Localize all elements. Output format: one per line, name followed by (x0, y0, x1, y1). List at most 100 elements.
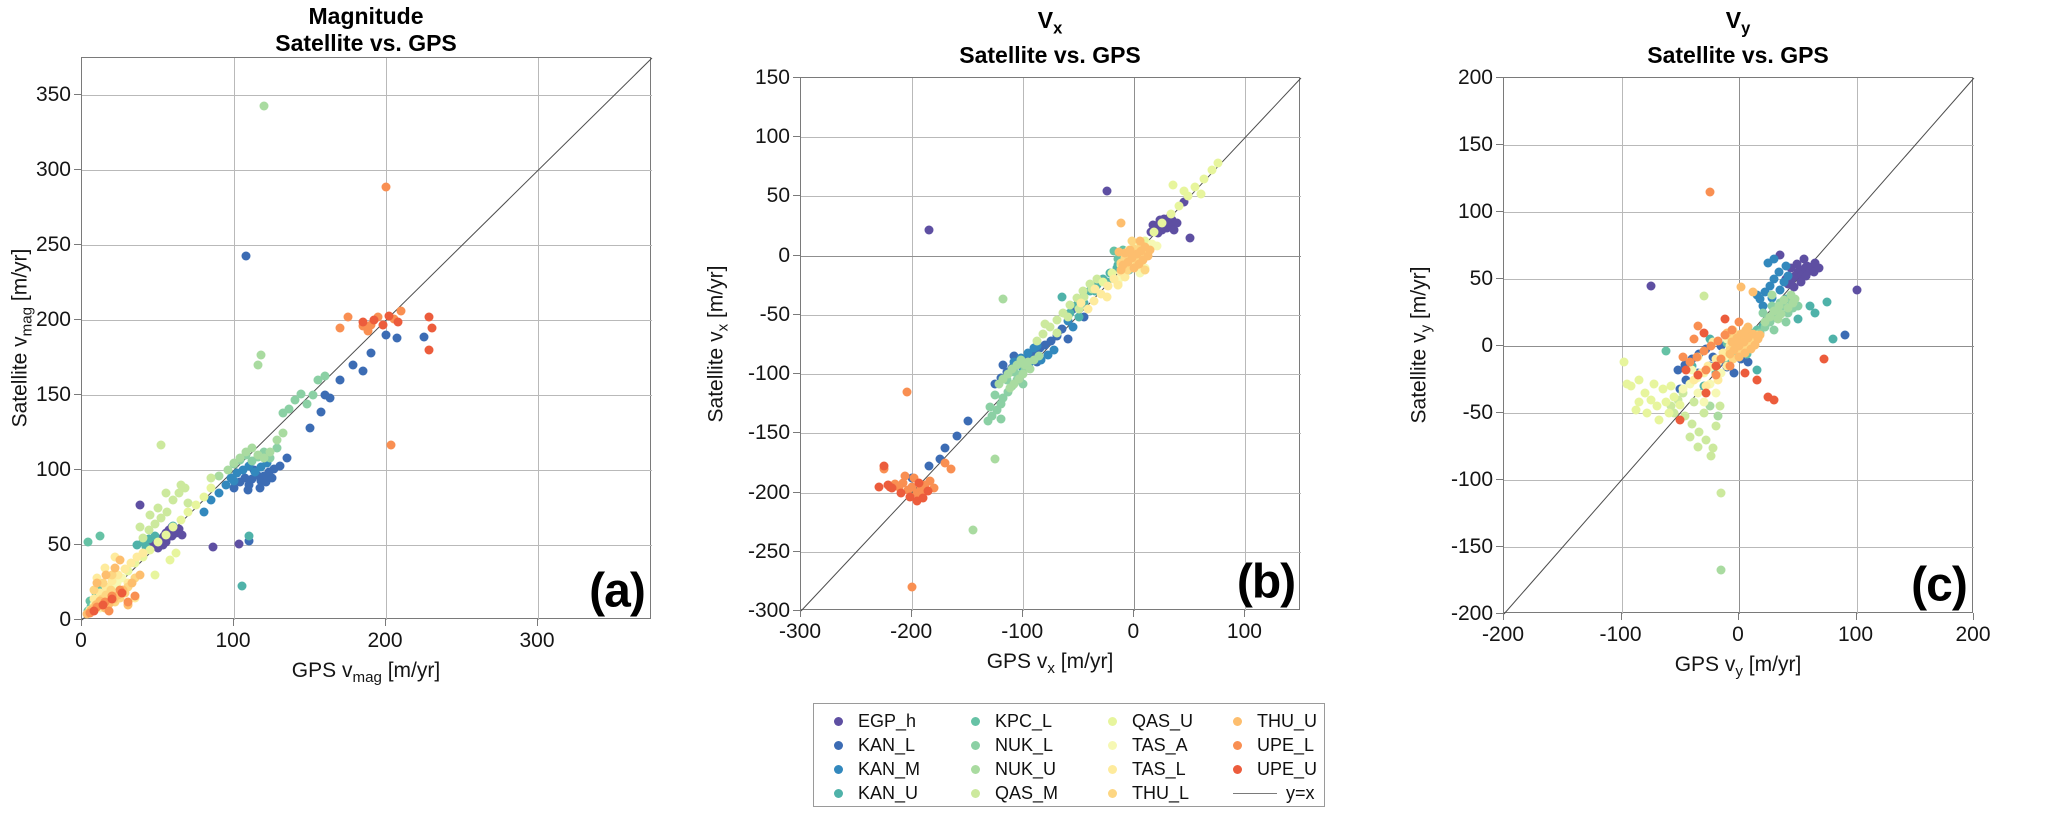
data-point-TAS_L (1113, 280, 1123, 290)
data-point-NUK_U (259, 101, 269, 111)
x-tick-200 (1973, 613, 1974, 620)
data-point-UPE_U (879, 461, 889, 471)
data-point-QAS_M (1065, 300, 1075, 310)
data-point-NUK_U (265, 447, 275, 457)
data-point-THU_U (104, 599, 114, 608)
data-point-EGP_h (177, 530, 187, 540)
data-point-THU_L (123, 582, 133, 592)
data-point-UPE_L (1711, 370, 1720, 380)
y-tick-300 (74, 169, 81, 171)
data-point-UPE_U (905, 492, 915, 502)
data-point-QAS_U (1213, 158, 1223, 168)
gridline-y-350 (82, 95, 652, 97)
data-point-TAS_L (101, 582, 111, 592)
data-point-QAS_M (176, 480, 186, 490)
data-point-TAS_A (1687, 365, 1697, 375)
gridline-x--100 (1023, 78, 1025, 611)
x-tick--100 (1022, 610, 1024, 617)
data-point-NUK_U (1029, 355, 1039, 365)
data-point-THU_U (1725, 349, 1735, 359)
data-point-THU_L (107, 570, 117, 580)
data-point-KAN_L (924, 461, 934, 471)
data-point-TAS_L (113, 570, 123, 580)
y-tick-label: 100 (754, 125, 790, 149)
data-point-EGP_h (1179, 197, 1189, 207)
legend-label: THU_U (1257, 710, 1318, 731)
data-point-UPE_U (923, 486, 933, 496)
data-point-UPE_L (373, 312, 383, 322)
y-tick--200 (793, 491, 800, 493)
legend-item-TAS_L: TAS_L (1108, 759, 1233, 780)
data-point-THU_U (1135, 236, 1145, 246)
data-point-UPE_U (1819, 354, 1829, 364)
gridline-y--150 (801, 433, 1301, 435)
data-point-NUK_U (223, 465, 233, 475)
data-point-KAN_M (1023, 348, 1033, 358)
x-axis-label-b: GPS vx [m/yr] (986, 650, 1114, 678)
data-point-UPE_L (902, 387, 912, 397)
data-point-NUK_U (253, 450, 263, 460)
y-tick-50 (793, 195, 800, 197)
data-point-KAN_L (1680, 360, 1690, 370)
legend-label: NUK_L (995, 734, 1054, 755)
data-point-KAN_L (366, 348, 376, 358)
data-point-EGP_h (1646, 281, 1656, 291)
data-point-UPE_U (896, 488, 906, 498)
data-point-QAS_U (191, 500, 201, 510)
data-point-EGP_h (1802, 261, 1812, 271)
chart-title-a: Magnitude Satellite vs. GPS (275, 3, 457, 56)
gridline-x-100 (1245, 78, 1247, 611)
data-point-NUK_L (990, 390, 1000, 400)
data-point-NUK_L (985, 402, 995, 412)
legend-item-NUK_U: NUK_U (971, 759, 1108, 780)
data-point-UPE_L (920, 480, 930, 490)
y-tick-150 (793, 77, 800, 78)
data-point-NUK_L (259, 447, 269, 457)
data-point-QAS_U (1149, 227, 1159, 237)
data-point-EGP_h (1801, 271, 1811, 281)
data-point-NUK_L (272, 443, 282, 453)
data-point-KAN_L (335, 375, 345, 385)
legend-line-sample (1233, 792, 1277, 794)
data-point-KAN_L (305, 423, 315, 433)
data-point-NUK_U (1786, 290, 1796, 300)
data-point-QAS_U (1107, 268, 1117, 278)
data-point-KAN_M (1760, 287, 1770, 297)
data-point-EGP_h (1852, 285, 1861, 295)
data-point-NUK_U (1783, 303, 1793, 313)
data-point-THU_U (1750, 340, 1760, 350)
data-point-KAN_L (241, 251, 251, 261)
data-point-NUK_U (214, 471, 224, 481)
data-point-UPE_L (1699, 346, 1709, 356)
data-point-KAN_L (1673, 365, 1683, 375)
y-tick--300 (793, 610, 800, 611)
y-tick-100 (74, 469, 81, 471)
data-point-KAN_L (1009, 351, 1019, 361)
data-point-UPE_L (1689, 334, 1699, 344)
data-point-EGP_h (153, 543, 163, 553)
data-point-QAS_U (1179, 186, 1189, 196)
data-point-KAN_M (250, 467, 260, 477)
data-point-NUK_U (1779, 295, 1789, 305)
data-point-KAN_L (998, 360, 1008, 370)
data-point-UPE_U (89, 606, 99, 616)
data-point-NUK_U (1716, 565, 1726, 575)
data-point-KAN_L (963, 416, 973, 426)
data-point-KAN_L (325, 393, 335, 403)
data-point-KAN_M (1758, 301, 1767, 311)
data-point-KAN_L (1716, 341, 1726, 351)
data-point-KAN_M (199, 507, 209, 517)
data-point-TAS_L (120, 564, 130, 574)
data-point-NUK_U (1705, 401, 1715, 411)
data-point-KAN_M (1769, 254, 1779, 264)
y-tick-label: 200 (1457, 66, 1493, 89)
data-point-QAS_U (1622, 379, 1632, 389)
legend-marker-NUK_L (971, 740, 980, 750)
data-point-NUK_L (983, 416, 993, 426)
data-point-QAS_M (1063, 312, 1073, 322)
data-point-QAS_M (1715, 401, 1725, 411)
x-tick-label: -300 (778, 620, 822, 643)
data-point-NUK_L (278, 408, 288, 418)
data-point-TAS_L (132, 552, 142, 562)
data-point-EGP_h (1814, 263, 1824, 273)
